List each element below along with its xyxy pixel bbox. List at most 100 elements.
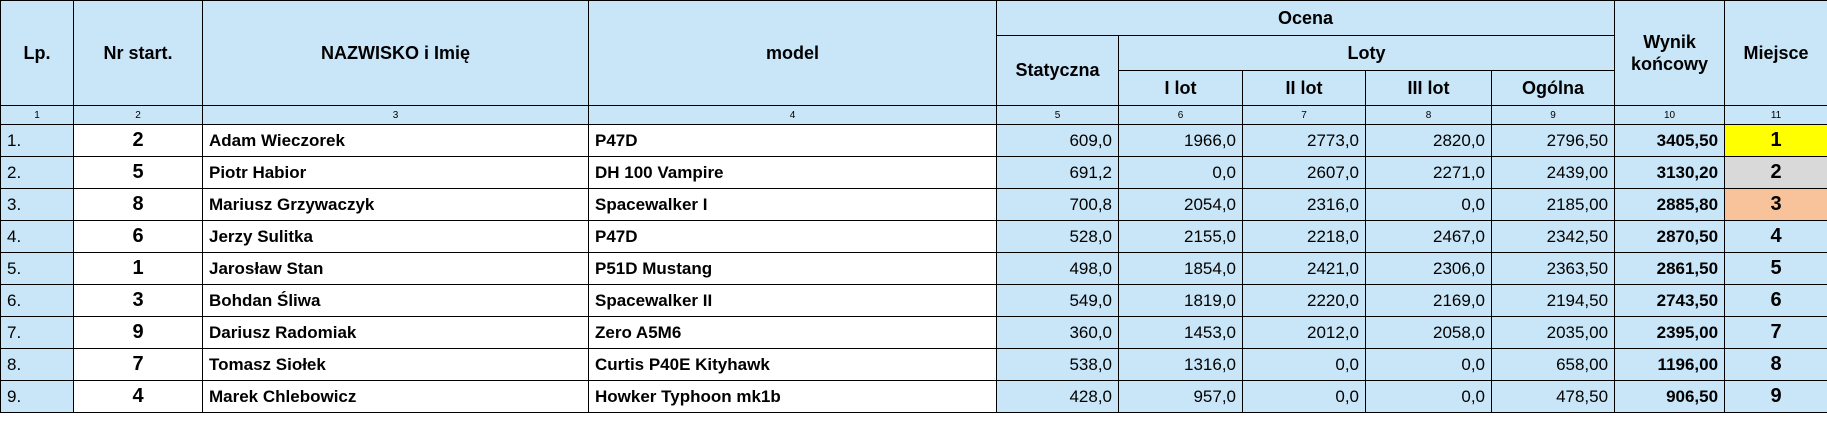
cell: 2012,0	[1242, 316, 1366, 349]
cell: P47D	[588, 220, 997, 253]
header-cell: II lot	[1242, 70, 1366, 106]
column-number: 4	[588, 105, 997, 125]
cell: 2155,0	[1118, 220, 1243, 253]
cell: 0,0	[1365, 380, 1492, 413]
cell: 691,2	[996, 156, 1119, 189]
cell: 3	[73, 284, 203, 317]
cell: 906,50	[1614, 380, 1726, 413]
cell: 2.	[0, 156, 74, 189]
cell: Jarosław Stan	[202, 252, 589, 285]
cell: Tomasz Siołek	[202, 348, 589, 381]
cell: 7.	[0, 316, 74, 349]
column-number: 7	[1242, 105, 1366, 125]
column-number: 2	[73, 105, 203, 125]
cell: 2058,0	[1365, 316, 1492, 349]
header-cell: Loty	[1117, 35, 1616, 71]
cell: 2	[1724, 156, 1827, 189]
cell: DH 100 Vampire	[588, 156, 997, 189]
cell: 8.	[0, 348, 74, 381]
cell: Bohdan Śliwa	[202, 284, 589, 317]
cell: 1854,0	[1118, 252, 1243, 285]
cell: 0,0	[1365, 348, 1492, 381]
header-cell: NAZWISKO i Imię	[202, 0, 589, 106]
header-cell: III lot	[1365, 70, 1492, 106]
cell: 2421,0	[1242, 252, 1366, 285]
cell: 2743,50	[1614, 284, 1726, 317]
cell: P51D Mustang	[588, 252, 997, 285]
cell: Howker Typhoon mk1b	[588, 380, 997, 413]
cell: 3405,50	[1614, 124, 1726, 157]
cell: 8	[73, 188, 203, 221]
cell: 0,0	[1242, 380, 1366, 413]
header-cell: Nr start.	[73, 0, 203, 106]
header-cell: Ogólna	[1490, 70, 1616, 106]
table-row: 2. 5 Piotr Habior DH 100 Vampire 691,2 0,0 260…	[0, 156, 1827, 189]
header-cell: Miejsce	[1724, 0, 1827, 106]
cell: 2870,50	[1614, 220, 1726, 253]
cell: 2363,50	[1490, 252, 1616, 285]
column-number: 9	[1490, 105, 1616, 125]
column-number: 1	[0, 105, 74, 125]
header-cell: Ocena	[995, 0, 1616, 36]
table-row: 6. 3 Bohdan Śliwa Spacewalker II 549,0 1819,0…	[0, 284, 1827, 317]
cell: 528,0	[996, 220, 1119, 253]
cell: 538,0	[996, 348, 1119, 381]
table-row: 5. 1 Jarosław Stan P51D Mustang 498,0 1854,0 2…	[0, 252, 1827, 285]
cell: 549,0	[996, 284, 1119, 317]
cell: 957,0	[1118, 380, 1243, 413]
cell: 3130,20	[1614, 156, 1726, 189]
column-number: 11	[1724, 105, 1827, 125]
cell: 2861,50	[1614, 252, 1726, 285]
table-row: 4. 6 Jerzy Sulitka P47D 528,0 2155,0 2218,0 246…	[0, 220, 1827, 253]
cell: Spacewalker II	[588, 284, 997, 317]
cell: 360,0	[996, 316, 1119, 349]
cell: 2306,0	[1365, 252, 1492, 285]
header-cell: model	[588, 0, 997, 106]
cell: 2820,0	[1365, 124, 1492, 157]
cell: 8	[1724, 348, 1827, 381]
column-number: 8	[1365, 105, 1492, 125]
header-cell: I lot	[1118, 70, 1243, 106]
cell: 3.	[0, 188, 74, 221]
header-cell: Lp.	[0, 0, 74, 106]
cell: 0,0	[1242, 348, 1366, 381]
cell: 2218,0	[1242, 220, 1366, 253]
cell: 9	[1724, 380, 1827, 413]
cell: 2185,00	[1490, 188, 1616, 221]
table-row: 3. 8 Mariusz Grzywaczyk Spacewalker I 700,8 2…	[0, 188, 1827, 221]
cell: Dariusz Radomiak	[202, 316, 589, 349]
cell: Jerzy Sulitka	[202, 220, 589, 253]
table-row: 9. 4 Marek Chlebowicz Howker Typhoon mk1b 42…	[0, 380, 1827, 413]
cell: 498,0	[996, 252, 1119, 285]
cell: 1196,00	[1614, 348, 1726, 381]
table-body: 1. 2 Adam Wieczorek P47D 609,0 1966,0 2773,0 28…	[0, 124, 1827, 413]
column-number: 6	[1118, 105, 1243, 125]
cell: 2467,0	[1365, 220, 1492, 253]
cell: 5	[1724, 252, 1827, 285]
cell: 5	[73, 156, 203, 189]
cell: 9.	[0, 380, 74, 413]
cell: 4	[1724, 220, 1827, 253]
table-row: 1. 2 Adam Wieczorek P47D 609,0 1966,0 2773,0 28…	[0, 124, 1827, 157]
cell: 7	[73, 348, 203, 381]
cell: 1.	[0, 124, 74, 157]
cell: 2439,00	[1490, 156, 1616, 189]
cell: Curtis P40E Kityhawk	[588, 348, 997, 381]
cell: 2169,0	[1365, 284, 1492, 317]
cell: 6	[73, 220, 203, 253]
cell: 1819,0	[1118, 284, 1243, 317]
cell: 2271,0	[1365, 156, 1492, 189]
cell: 4	[73, 380, 203, 413]
cell: 7	[1724, 316, 1827, 349]
cell: 1316,0	[1118, 348, 1243, 381]
header-cell: Statyczna	[996, 35, 1119, 106]
cell: 5.	[0, 252, 74, 285]
cell: 2796,50	[1490, 124, 1616, 157]
cell: Zero A5M6	[588, 316, 997, 349]
cell: 2607,0	[1242, 156, 1366, 189]
cell: Marek Chlebowicz	[202, 380, 589, 413]
cell: 2316,0	[1242, 188, 1366, 221]
cell: 0,0	[1118, 156, 1243, 189]
